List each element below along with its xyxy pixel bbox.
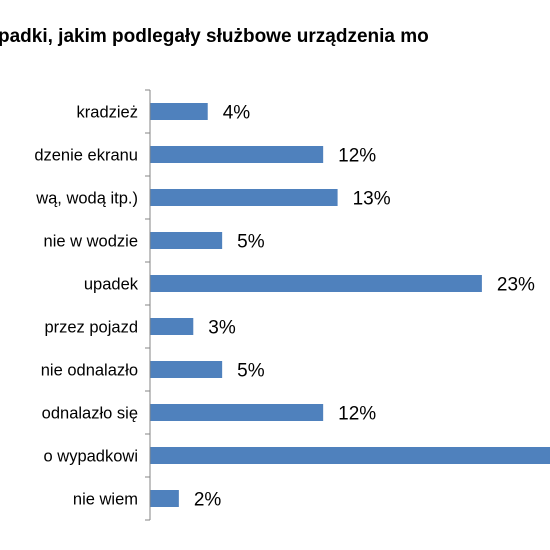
bar xyxy=(150,189,338,206)
category-label: kradzież xyxy=(77,104,138,122)
data-label: 4% xyxy=(223,103,251,124)
bar xyxy=(150,318,194,335)
bar xyxy=(150,404,324,421)
bar xyxy=(150,361,223,378)
bar xyxy=(150,490,179,507)
data-label: 5% xyxy=(237,232,265,253)
category-label: dzenie ekranu xyxy=(34,147,138,165)
chart-title: padki, jakim podlegały służbowe urządzen… xyxy=(0,26,429,47)
category-label: odnalazło się xyxy=(42,405,138,423)
category-label: nie odnalazło xyxy=(41,362,138,380)
bar xyxy=(150,232,223,249)
data-label: 5% xyxy=(237,361,265,382)
category-label: przez pojazd xyxy=(44,319,138,337)
category-label: wą, wodą itp.) xyxy=(35,190,138,208)
data-label: 2% xyxy=(194,490,222,511)
data-label: 12% xyxy=(338,404,376,425)
data-label: 12% xyxy=(338,146,376,167)
bar xyxy=(150,275,482,292)
category-label: o wypadkowi xyxy=(44,448,138,466)
data-label: 3% xyxy=(208,318,236,339)
category-label: nie wiem xyxy=(73,491,138,509)
bar xyxy=(150,103,208,120)
category-label: upadek xyxy=(84,276,139,294)
bar xyxy=(150,146,324,163)
data-label: 13% xyxy=(353,189,391,210)
bar xyxy=(150,447,550,464)
data-label: 23% xyxy=(497,275,535,296)
category-label: nie w wodzie xyxy=(44,233,138,251)
